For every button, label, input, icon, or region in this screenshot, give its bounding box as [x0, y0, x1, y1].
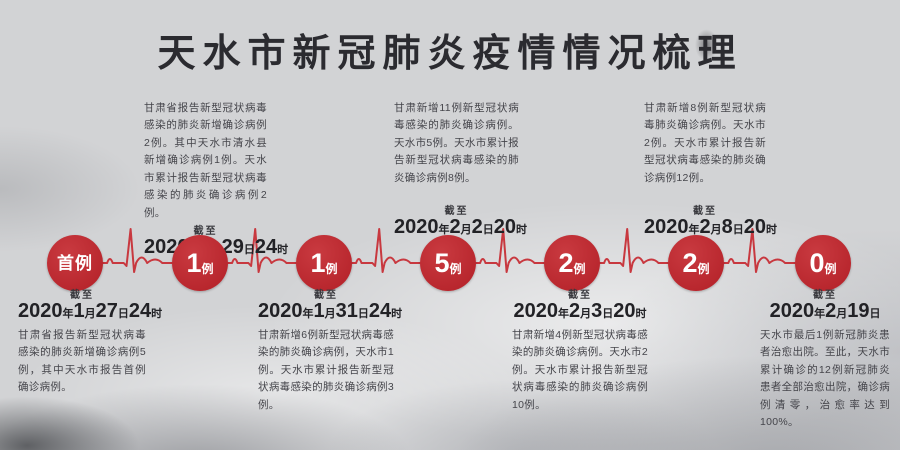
event-note-bottom-1: 截至 2020年1月27日24时 甘肃省报告新型冠状病毒感染的肺炎新增确诊病例5… — [18, 286, 163, 397]
cutoff-date: 2020年1月31日24时 — [258, 300, 403, 322]
note-body: 甘肃新增6例新型冠状病毒感染的肺炎确诊病例，天水市1例。天水市累计报告新型冠状病… — [258, 329, 394, 411]
node-unit: 例 — [573, 261, 586, 276]
note-footer: 截至 2020年2月8日20时 — [644, 202, 777, 238]
note-body: 甘肃新增8例新型冠状病毒肺炎确诊病例。天水市2例。天水市累计报告新型冠状病毒感染… — [644, 102, 766, 184]
node-unit: 例 — [824, 261, 837, 276]
note-body: 甘肃省报告新型冠状病毒感染的肺炎新增确诊病例2例。其中天水市清水县新增确诊病例1… — [144, 102, 267, 219]
node-label: 2 — [682, 247, 698, 278]
node-unit: 例 — [201, 261, 214, 276]
event-note-bottom-3: 截至 2020年2月3日20时 甘肃新增4例新型冠状病毒感染的肺炎确诊病例。天水… — [512, 286, 648, 414]
event-note-bottom-2: 截至 2020年1月31日24时 甘肃新增6例新型冠状病毒感染的肺炎确诊病例，天… — [258, 286, 403, 414]
cutoff-label: 截至 — [568, 290, 592, 301]
cutoff-date: 2020年2月8日20时 — [644, 216, 777, 238]
node-label: 0 — [809, 247, 825, 278]
cutoff-label: 截至 — [693, 206, 717, 217]
cutoff-date: 2020年2月19日 — [769, 300, 881, 322]
note-body: 天水市最后1例新冠肺炎患者治愈出院。至此，天水市累计确诊的12例新冠肺炎患者全部… — [760, 329, 890, 429]
event-note-top-2: 甘肃新增11例新型冠状病毒感染的肺炎确诊病例。天水市5例。天水市累计报告新型冠状… — [394, 100, 527, 238]
node-label: 首例 — [57, 253, 93, 273]
node-unit: 例 — [449, 261, 462, 276]
node-label: 2 — [558, 247, 574, 278]
cutoff-label: 截至 — [813, 290, 837, 301]
event-note-bottom-4: 截至 2020年2月19日 天水市最后1例新冠肺炎患者治愈出院。至此，天水市累计… — [760, 286, 890, 432]
cutoff-date: 2020年2月2日20时 — [394, 216, 527, 238]
case-count-node-first: 首例 — [47, 235, 103, 291]
event-note-top-3: 甘肃新增8例新型冠状病毒肺炎确诊病例。天水市2例。天水市累计报告新型冠状病毒感染… — [644, 100, 777, 238]
page-title: 天水市新冠肺炎疫情情况梳理 — [157, 33, 743, 75]
note-body: 甘肃新增11例新型冠状病毒感染的肺炎确诊病例。天水市5例。天水市累计报告新型冠状… — [394, 102, 519, 184]
cutoff-label: 截至 — [314, 290, 338, 301]
node-label: 1 — [186, 247, 202, 278]
node-unit: 例 — [325, 261, 338, 276]
note-footer: 截至 2020年2月2日20时 — [394, 202, 527, 238]
note-body: 甘肃新增4例新型冠状病毒感染的肺炎确诊病例。天水市2例。天水市累计报告新型冠状病… — [512, 329, 648, 411]
cutoff-date: 2020年2月3日20时 — [513, 300, 647, 322]
cutoff-label: 截至 — [193, 225, 218, 237]
node-unit: 例 — [697, 261, 710, 276]
cutoff-date: 2020年1月27日24时 — [18, 300, 163, 322]
event-note-top-1: 甘肃省报告新型冠状病毒感染的肺炎新增确诊病例2例。其中天水市清水县新增确诊病例1… — [144, 100, 288, 257]
node-label: 1 — [310, 247, 326, 278]
cutoff-label: 截至 — [70, 290, 94, 301]
node-label: 5 — [434, 247, 450, 278]
cutoff-label: 截至 — [444, 206, 469, 217]
note-body: 甘肃省报告新型冠状病毒感染的肺炎新增确诊病例5例，其中天水市报告首例确诊病例。 — [18, 329, 146, 394]
